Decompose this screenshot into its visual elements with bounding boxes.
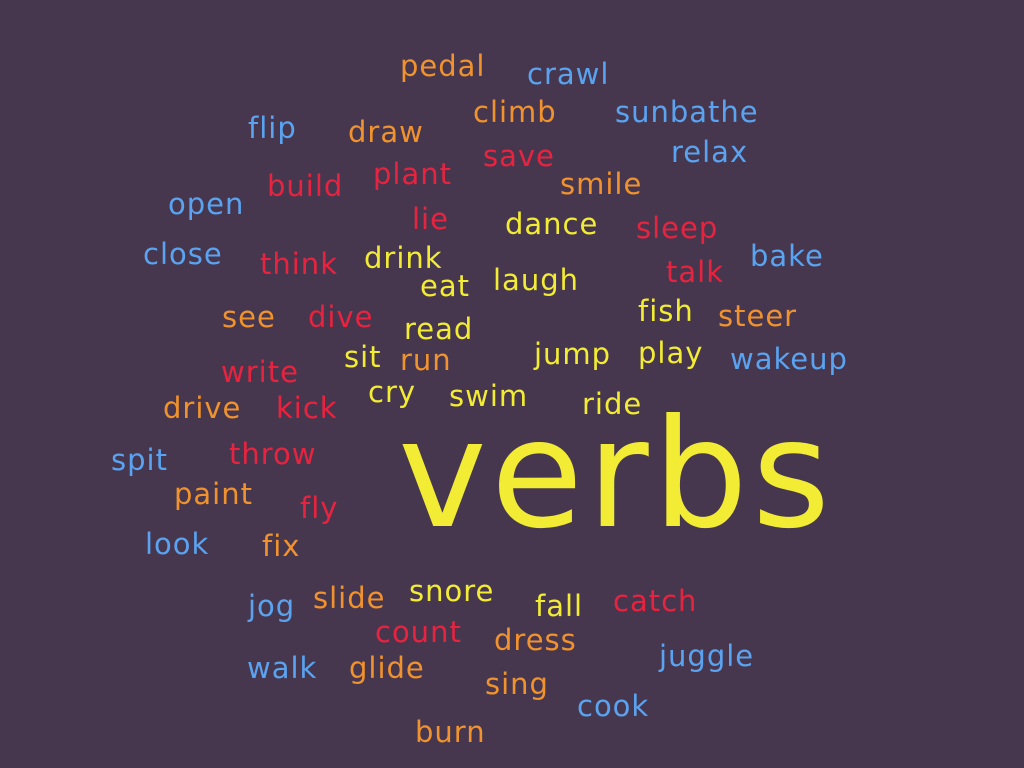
word-cook: cook [577, 689, 650, 723]
word-run: run [400, 343, 452, 377]
word-glide: glide [349, 651, 425, 685]
word-bake: bake [750, 239, 824, 273]
word-sunbathe: sunbathe [615, 95, 759, 129]
word-sing: sing [485, 667, 549, 701]
word-relax: relax [671, 135, 749, 169]
word-sleep: sleep [636, 211, 719, 245]
word-slide: slide [313, 581, 386, 615]
word-pedal: pedal [400, 49, 486, 83]
word-catch: catch [613, 584, 698, 618]
word-fish: fish [638, 294, 694, 328]
word-think: think [260, 247, 338, 281]
word-jog: jog [248, 589, 296, 623]
word-plant: plant [373, 157, 452, 191]
word-drink: drink [364, 241, 443, 275]
word-laugh: laugh [493, 263, 579, 297]
title-verbs: verbs [398, 388, 835, 562]
word-juggle: juggle [659, 639, 755, 673]
word-write: write [221, 355, 299, 389]
word-see: see [222, 300, 276, 334]
word-smile: smile [560, 167, 643, 201]
word-burn: burn [415, 715, 486, 749]
word-look: look [145, 527, 210, 561]
word-sit: sit [344, 340, 382, 374]
word-play: play [638, 336, 704, 370]
word-paint: paint [174, 477, 253, 511]
word-flip: flip [248, 111, 297, 145]
word-fly: fly [300, 491, 339, 525]
word-spit: spit [111, 443, 168, 477]
word-close: close [143, 237, 223, 271]
word-swim: swim [449, 379, 529, 413]
word-jump: jump [534, 337, 612, 371]
word-walk: walk [247, 651, 318, 685]
word-dance: dance [505, 207, 599, 241]
word-cry: cry [368, 375, 417, 409]
word-throw: throw [229, 437, 317, 471]
word-steer: steer [718, 299, 798, 333]
word-save: save [483, 139, 555, 173]
word-eat: eat [420, 269, 470, 303]
word-lie: lie [412, 202, 449, 236]
word-crawl: crawl [527, 57, 610, 91]
word-draw: draw [348, 115, 424, 149]
word-build: build [267, 169, 344, 203]
word-talk: talk [666, 255, 724, 289]
word-ride: ride [582, 387, 643, 421]
word-count: count [375, 615, 462, 649]
word-fix: fix [262, 529, 301, 563]
word-fall: fall [535, 589, 584, 623]
word-climb: climb [473, 95, 557, 129]
word-drive: drive [163, 391, 242, 425]
word-open: open [168, 187, 245, 221]
word-kick: kick [276, 391, 338, 425]
word-read: read [404, 312, 474, 346]
word-wakeup: wakeup [730, 342, 848, 376]
word-dress: dress [494, 623, 577, 657]
word-snore: snore [409, 574, 495, 608]
word-dive: dive [308, 300, 374, 334]
